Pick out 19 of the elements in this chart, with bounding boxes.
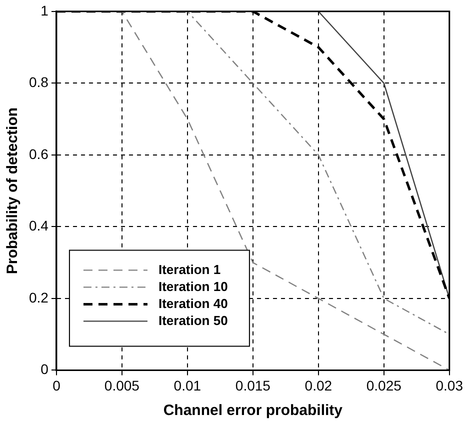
legend-label: Iteration 10: [158, 278, 228, 294]
x-tick-label: 0.005: [104, 377, 140, 394]
y-tick-label: 1: [40, 2, 49, 18]
y-tick-label: 0.8: [28, 74, 49, 90]
y-axis-title: Probability of detection: [4, 107, 22, 274]
y-tick-label: 0.6: [28, 146, 49, 162]
x-axis-title: Channel error probability: [163, 402, 344, 420]
legend-label: Iteration 50: [158, 312, 228, 328]
y-tick-label: 0.2: [28, 289, 49, 306]
y-tick-label: 0.4: [28, 218, 49, 234]
legend-label: Iteration 40: [158, 296, 228, 311]
x-tick-label: 0.02: [304, 377, 332, 394]
y-tick-label: 0: [40, 361, 49, 378]
x-tick-label: 0.015: [235, 377, 271, 394]
x-tick-label: 0: [52, 377, 61, 394]
legend-label: Iteration 1: [158, 262, 221, 277]
x-tick-label: 0.03: [436, 377, 464, 394]
x-tick-label: 0.025: [366, 377, 402, 394]
x-tick-label: 0.01: [174, 377, 202, 394]
